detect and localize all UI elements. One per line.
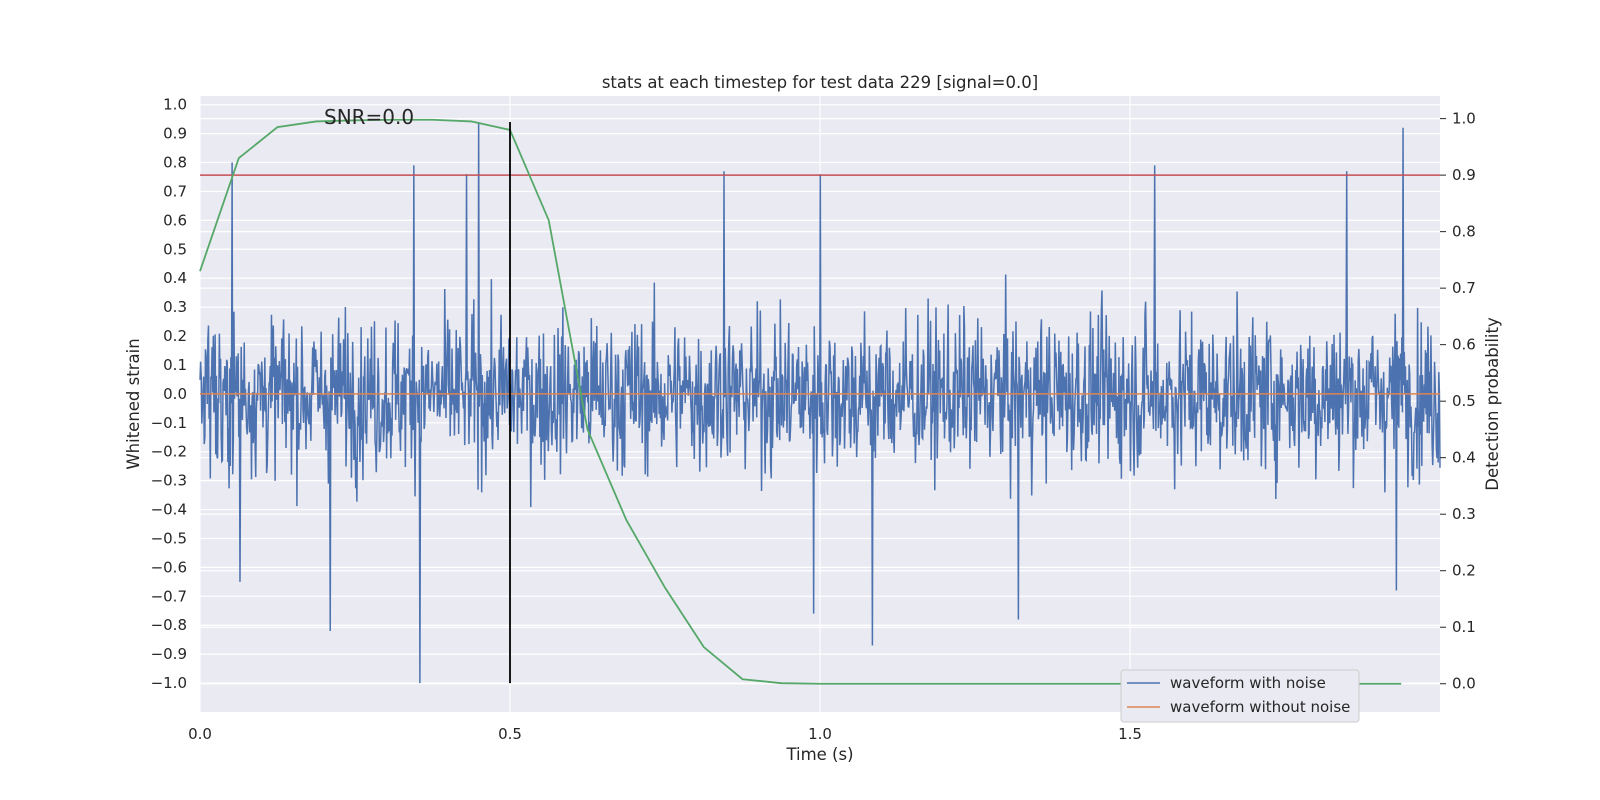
y-tick-label: −0.2 [151, 443, 187, 461]
y2-tick-label: 0.1 [1452, 618, 1476, 636]
x-axis-label: Time (s) [785, 745, 853, 764]
snr-annotation: SNR=0.0 [324, 105, 414, 129]
y-tick-label: −0.6 [151, 558, 187, 576]
x-tick-label: 0.5 [498, 725, 522, 743]
y-tick-label: 0.1 [163, 356, 187, 374]
y2-tick-label: 0.6 [1452, 336, 1476, 354]
y2-tick-label: 0.0 [1452, 675, 1476, 693]
chart-title: stats at each timestep for test data 229… [602, 73, 1038, 92]
y-tick-label: 0.0 [163, 385, 187, 403]
y-tick-label: 0.9 [163, 125, 187, 143]
legend-label-clean: waveform without noise [1170, 698, 1350, 716]
y-tick-label: −0.8 [151, 616, 187, 634]
y-tick-label: 0.4 [163, 269, 187, 287]
y2-tick-label: 0.5 [1452, 392, 1476, 410]
x-tick-label: 1.0 [808, 725, 832, 743]
x-tick-label: 1.5 [1118, 725, 1142, 743]
y-tick-label: 0.8 [163, 154, 187, 172]
y-axis-label: Whitened strain [124, 338, 143, 469]
y2-tick-label: 1.0 [1452, 110, 1476, 128]
y2-tick-label: 0.4 [1452, 449, 1476, 467]
y2-tick-label: 0.7 [1452, 279, 1476, 297]
y-tick-label: −0.3 [151, 472, 187, 490]
y-tick-label: 0.6 [163, 211, 187, 229]
y-tick-label: −0.4 [151, 501, 187, 519]
y-tick-label: −1.0 [151, 674, 187, 692]
y-tick-label: −0.5 [151, 529, 187, 547]
y-tick-label: −0.1 [151, 414, 187, 432]
series-waveform-with-noise [199, 122, 1441, 684]
y2-tick-label: 0.2 [1452, 562, 1476, 580]
y-tick-label: 0.3 [163, 298, 187, 316]
y-tick-label: 0.5 [163, 240, 187, 258]
y2-tick-label: 0.9 [1452, 166, 1476, 184]
y-tick-label: 0.7 [163, 182, 187, 200]
y-tick-label: −0.7 [151, 587, 187, 605]
legend-box [1120, 669, 1360, 723]
legend: waveform with noise waveform without noi… [1120, 669, 1360, 723]
legend-label-noise: waveform with noise [1170, 674, 1326, 692]
y2-axis-label: Detection probability [1483, 317, 1502, 491]
y2-tick-label: 0.3 [1452, 505, 1476, 523]
y-tick-label: 0.2 [163, 327, 187, 345]
y-tick-label: −0.9 [151, 645, 187, 663]
y2-tick-label: 0.8 [1452, 223, 1476, 241]
tick-labels: 0.0 0.5 1.0 1.5 −1.0 −0.9 −0.8 −0.7 −0.6 −0.5 −0.4… [151, 96, 1476, 743]
y-tick-label: 1.0 [163, 96, 187, 114]
x-tick-label: 0.0 [188, 725, 212, 743]
